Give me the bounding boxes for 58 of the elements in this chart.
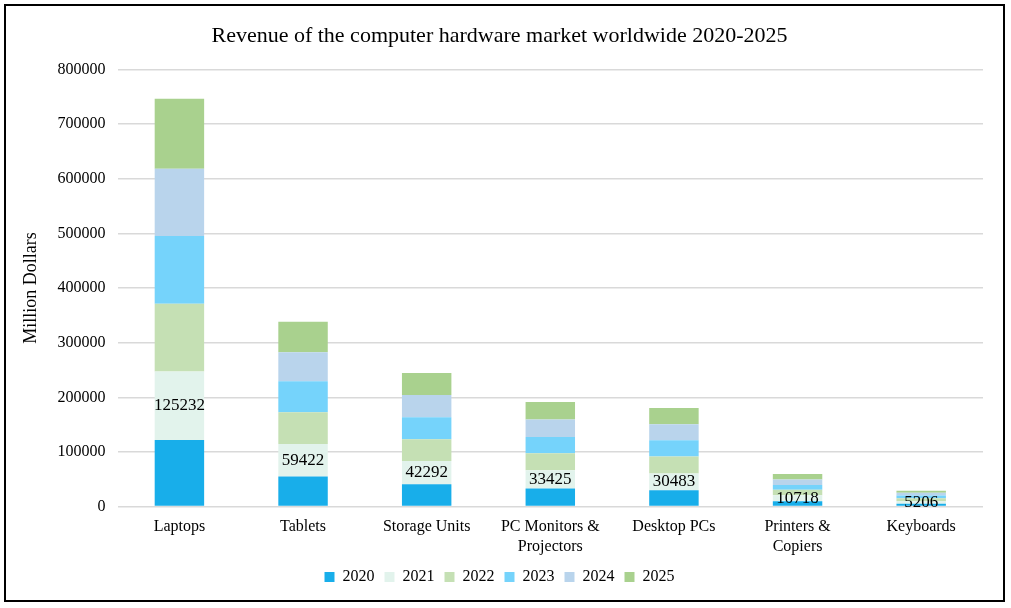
x-tick-label: Laptops xyxy=(153,517,206,536)
legend-label: 2022 xyxy=(462,567,495,585)
legend-label: 2024 xyxy=(582,567,615,585)
bar xyxy=(278,352,328,382)
bar xyxy=(525,401,576,420)
bar xyxy=(154,303,205,372)
y-tick-label: 600000 xyxy=(57,168,106,186)
bar xyxy=(401,373,452,395)
bar xyxy=(525,453,576,471)
bar xyxy=(278,321,328,353)
data-label: 33425 xyxy=(529,468,572,488)
bar xyxy=(525,419,576,437)
bar xyxy=(154,371,205,440)
bar xyxy=(772,484,823,490)
y-tick-label: 800000 xyxy=(57,59,106,77)
bar xyxy=(154,168,205,236)
y-tick-label: 200000 xyxy=(57,387,106,405)
data-label: 30483 xyxy=(652,471,696,491)
legend-label: 2020 xyxy=(342,567,375,585)
bar xyxy=(278,412,328,445)
bar xyxy=(649,407,699,425)
bar xyxy=(401,484,452,506)
bar xyxy=(154,439,205,506)
data-label: 125232 xyxy=(153,395,205,415)
bar xyxy=(649,440,699,457)
legend-label: 2021 xyxy=(402,567,435,585)
bar xyxy=(525,488,576,506)
x-tick-label: Storage Units xyxy=(382,517,471,536)
y-tick-label: 500000 xyxy=(57,223,106,241)
x-tick-label: Desktop PCs xyxy=(632,517,716,536)
bar xyxy=(525,436,576,454)
y-tick-label: 400000 xyxy=(57,278,106,296)
legend-label: 2023 xyxy=(522,567,555,585)
legend-label: 2025 xyxy=(642,567,675,585)
bar xyxy=(649,490,699,506)
y-tick-label: 300000 xyxy=(57,332,106,350)
bar xyxy=(649,424,699,441)
x-tick-label: Tablets xyxy=(280,517,327,535)
x-tick-label: Keyboards xyxy=(886,517,956,536)
bar xyxy=(278,476,328,506)
bar xyxy=(401,417,452,440)
bar xyxy=(649,456,699,474)
bar xyxy=(154,235,205,304)
y-tick-label: 100000 xyxy=(57,442,106,460)
bar xyxy=(278,381,328,413)
bar xyxy=(154,98,205,169)
bar xyxy=(401,394,452,418)
x-tick-label: Printers & Copiers xyxy=(764,517,832,555)
bar xyxy=(772,473,823,480)
data-label: 42292 xyxy=(405,462,448,482)
x-tick-label: PC Monitors & Projectors xyxy=(500,517,601,555)
y-axis-title: Million Dollars xyxy=(19,232,40,344)
chart-title: Revenue of the computer hardware market worldwide 2020-2025 xyxy=(211,21,788,47)
y-tick-label: 0 xyxy=(97,496,106,514)
bar xyxy=(401,439,452,462)
y-tick-label: 700000 xyxy=(57,114,106,132)
bar xyxy=(772,479,823,485)
data-label: 59422 xyxy=(281,449,325,469)
